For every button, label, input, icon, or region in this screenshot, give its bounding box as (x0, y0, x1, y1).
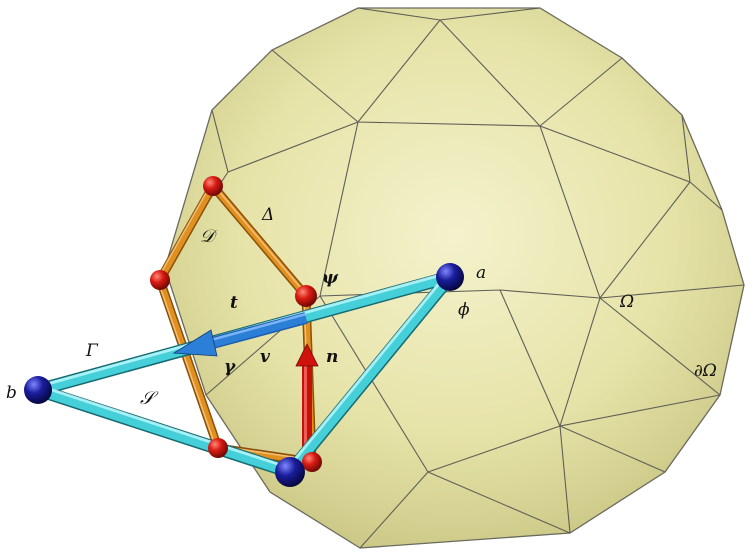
label-Omega: Ω (619, 292, 634, 312)
label-psi: ψ (322, 268, 339, 288)
node-bottom-right (302, 452, 322, 472)
node-c (275, 457, 305, 487)
label-gamma: γ (224, 357, 236, 377)
node-top (203, 176, 223, 196)
red-nodes (150, 176, 322, 472)
node-a (436, 263, 464, 291)
node-b (24, 376, 52, 404)
polyhedron-edges (164, 7, 745, 549)
node-left (150, 270, 170, 290)
label-v: v (260, 347, 271, 367)
label-t: t (230, 293, 238, 313)
normal-arrow-n (295, 343, 319, 458)
tangent-arrow (172, 312, 308, 357)
label-Gamma: Γ (85, 341, 99, 361)
label-D: 𝒟 (200, 226, 218, 247)
label-Delta: Δ (261, 205, 274, 225)
label-n: n (326, 347, 338, 367)
label-phi: ϕ (458, 300, 470, 320)
node-psi (295, 285, 317, 307)
label-a: a (476, 263, 486, 283)
label-boundary: ∂Ω (694, 361, 717, 381)
blue-nodes (24, 263, 464, 487)
label-b: b (6, 383, 17, 403)
label-S: 𝒮 (140, 388, 159, 409)
labels: a b ϕ ψ t v γ n Γ 𝒮 𝒟 Δ Ω ∂Ω (6, 205, 717, 409)
node-bottom-left (208, 438, 228, 458)
